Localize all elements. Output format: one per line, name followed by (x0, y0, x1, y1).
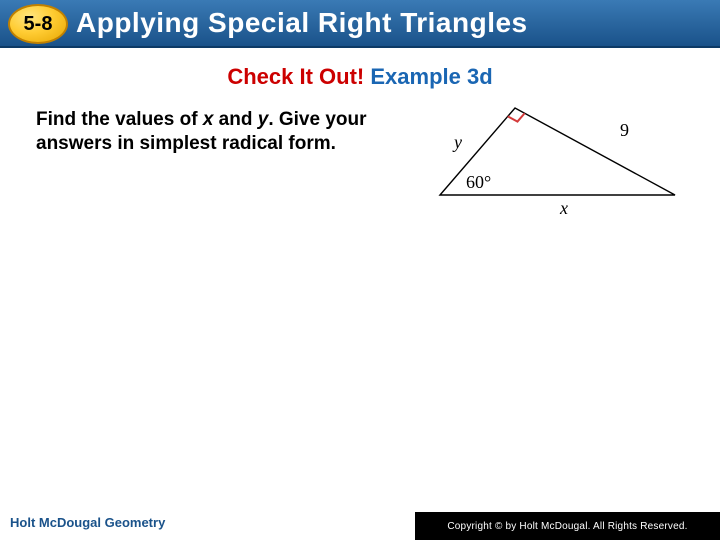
label-x: x (559, 198, 568, 218)
problem-pre: Find the values of (36, 109, 203, 130)
label-y: y (452, 132, 462, 152)
problem-text: Find the values of x and y. Give your an… (36, 108, 396, 156)
right-angle-marker (508, 113, 525, 121)
subtitle-part2: Example 3d (370, 64, 492, 89)
variable-x: x (203, 109, 214, 130)
footer-right: Copyright © by Holt McDougal. All Rights… (415, 512, 720, 540)
header-bar: 5-8 Applying Special Right Triangles (0, 0, 720, 48)
page-title: Applying Special Right Triangles (76, 7, 528, 39)
subtitle-part1: Check It Out! (227, 64, 364, 89)
problem-mid: and (213, 109, 257, 130)
triangle-svg: y 9 x 60° (420, 100, 690, 220)
variable-y: y (258, 109, 269, 130)
lesson-number: 5-8 (24, 13, 53, 36)
label-angle: 60° (466, 172, 491, 192)
triangle-diagram: y 9 x 60° (420, 100, 690, 220)
subtitle: Check It Out! Example 3d (0, 64, 720, 90)
footer-left: Holt McDougal Geometry (10, 515, 165, 530)
label-9: 9 (620, 120, 629, 140)
lesson-number-badge: 5-8 (8, 4, 68, 44)
